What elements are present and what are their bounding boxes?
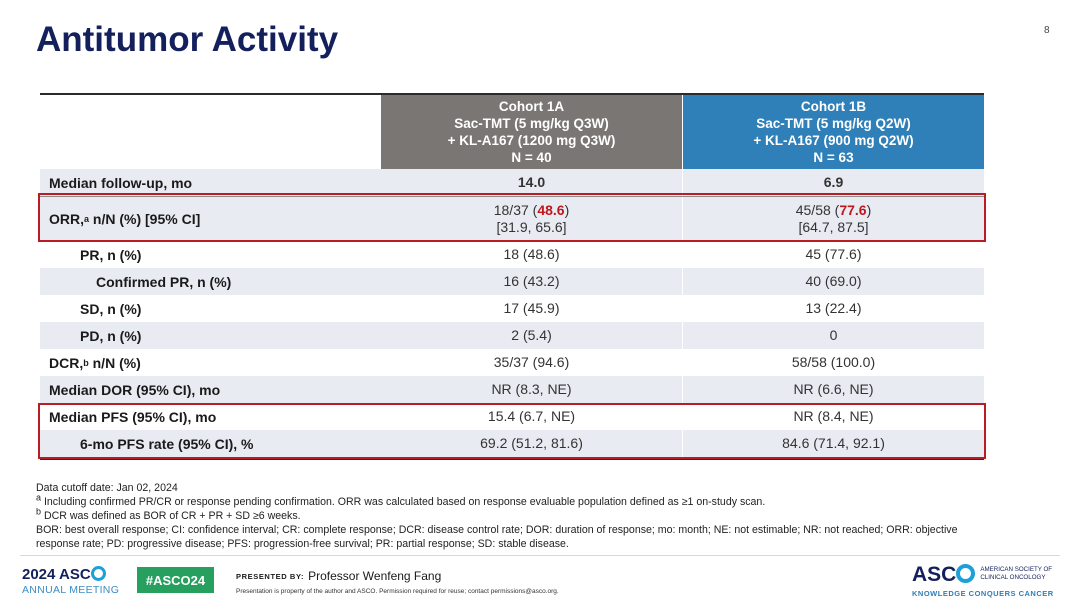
cohort-1b-value: 0	[682, 322, 984, 349]
orr-1b-percent: 77.6	[839, 202, 867, 218]
orr-1a-percent: 48.6	[537, 202, 565, 218]
cohort-1b-value: 13 (22.4)	[682, 295, 984, 322]
row-label: SD, n (%)	[80, 300, 142, 317]
table-row-pfs-6mo: 6-mo PFS rate (95% CI), % 69.2 (51.2, 81…	[40, 430, 984, 457]
pfs-highlight-box	[38, 403, 986, 459]
presenter-name: Professor Wenfeng Fang	[308, 569, 442, 583]
table-row-confirmed-pr: Confirmed PR, n (%) 16 (43.2) 40 (69.0)	[40, 268, 984, 295]
cohort-1a-value: 69.2 (51.2, 81.6)	[480, 435, 583, 451]
cohort-1b-name: Cohort 1B	[800, 99, 867, 114]
cohort-1b-value: 45/58 (77.6) [64.7, 87.5]	[682, 197, 984, 241]
cohort-1b-value: 6.9	[682, 169, 984, 196]
row-label: ORR, a n/N (%) [95% CI]	[49, 211, 201, 227]
row-label: Median DOR (95% CI), mo	[49, 381, 221, 398]
cohort-1a-value: 17 (45.9)	[503, 300, 560, 316]
cohort-1b-value: NR (8.4, NE)	[682, 403, 984, 430]
orr-1a-ci: [31.9, 65.6]	[496, 219, 567, 235]
cohort-1a-value: 15.4 (6.7, NE)	[487, 408, 576, 424]
cohort-1a-regimen-1: Sac-TMT (5 mg/kg Q3W)	[454, 116, 609, 131]
cohort-1b-regimen-2: + KL-A167 (900 mg Q2W)	[753, 133, 914, 148]
cohort-1b-n: N = 63	[813, 150, 854, 165]
table-row-pfs: Median PFS (95% CI), mo 15.4 (6.7, NE) N…	[40, 403, 984, 430]
row-label: PR, n (%)	[80, 246, 142, 263]
cohort-1b-value: 40 (69.0)	[682, 268, 984, 295]
abbreviations: BOR: best overall response; CI: confiden…	[36, 524, 958, 550]
cohort-1a-value: 14.0	[517, 174, 546, 190]
cohort-1a-value: 35/37 (94.6)	[493, 354, 570, 370]
cohort-1b-header: Cohort 1B Sac-TMT (5 mg/kg Q2W) + KL-A16…	[682, 95, 984, 169]
asco-o-icon	[90, 566, 106, 581]
tagline: KNOWLEDGE CONQUERS CANCER	[912, 589, 1054, 598]
table-row-dor: Median DOR (95% CI), mo NR (8.3, NE) NR …	[40, 376, 984, 403]
table-row-pd: PD, n (%) 2 (5.4) 0	[40, 322, 984, 349]
cohort-1a-name: Cohort 1A	[498, 99, 565, 114]
cohort-1a-value: 2 (5.4)	[511, 327, 552, 343]
results-table: Cohort 1A Sac-TMT (5 mg/kg Q3W) + KL-A16…	[40, 93, 984, 457]
data-cutoff: Data cutoff date: Jan 02, 2024	[36, 482, 178, 494]
table-bottom-rule	[40, 458, 984, 460]
presented-by: PRESENTED BY: Professor Wenfeng Fang	[236, 569, 442, 583]
hashtag-badge: #ASCO24	[137, 567, 214, 593]
cohort-1b-value: 58/58 (100.0)	[682, 349, 984, 376]
disclaimer: Presentation is property of the author a…	[236, 588, 559, 595]
cohort-1a-value: 18 (48.6)	[503, 246, 560, 262]
footnote-a: a Including confirmed PR/CR or response …	[36, 492, 766, 508]
table-row-dcr: DCR, b n/N (%) 35/37 (94.6) 58/58 (100.0)	[40, 349, 984, 376]
header-blank-cell	[40, 95, 381, 169]
cohort-1b-regimen-1: Sac-TMT (5 mg/kg Q2W)	[756, 116, 911, 131]
row-label: Median PFS (95% CI), mo	[49, 408, 217, 425]
cohort-1a-n: N = 40	[511, 150, 552, 165]
slide-title: Antitumor Activity	[36, 20, 339, 59]
asco-annual-meeting-logo: 2024 ASC ANNUAL MEETING	[22, 566, 120, 596]
cohort-1a-regimen-2: + KL-A167 (1200 mg Q3W)	[447, 133, 616, 148]
row-label: PD, n (%)	[80, 327, 142, 344]
table-row-sd: SD, n (%) 17 (45.9) 13 (22.4)	[40, 295, 984, 322]
asco-o-icon	[956, 564, 976, 583]
cohort-1b-value: 45 (77.6)	[682, 241, 984, 268]
cohort-1b-value: NR (6.6, NE)	[682, 376, 984, 403]
asco-society-logo: ASC AMERICAN SOCIETY OF CLINICAL ONCOLOGY …	[912, 563, 1054, 598]
orr-highlight-box	[38, 193, 986, 242]
footer-divider	[20, 555, 1060, 556]
page-number: 8	[1044, 25, 1050, 36]
footnotes: Data cutoff date: Jan 02, 2024 a Includi…	[36, 481, 966, 551]
row-label: Median follow-up, mo	[49, 174, 193, 191]
row-label: DCR, b n/N (%)	[49, 354, 141, 371]
cohort-1b-value: 84.6 (71.4, 92.1)	[682, 430, 984, 457]
table-row-pr: PR, n (%) 18 (48.6) 45 (77.6)	[40, 241, 984, 268]
cohort-1a-value: 16 (43.2)	[503, 273, 560, 289]
cohort-1a-value: 18/37 (48.6) [31.9, 65.6]	[493, 202, 570, 235]
footnote-b: b DCR was defined as BOR of CR + PR + SD…	[36, 506, 301, 522]
table-header-row: Cohort 1A Sac-TMT (5 mg/kg Q3W) + KL-A16…	[40, 93, 984, 169]
cohort-1a-header: Cohort 1A Sac-TMT (5 mg/kg Q3W) + KL-A16…	[381, 95, 682, 169]
row-label: 6-mo PFS rate (95% CI), %	[80, 435, 254, 452]
table-row-orr: ORR, a n/N (%) [95% CI] 18/37 (48.6) [31.…	[40, 196, 984, 241]
cohort-1a-value: NR (8.3, NE)	[491, 381, 572, 397]
row-label: Confirmed PR, n (%)	[96, 273, 232, 290]
orr-1b-ci: [64.7, 87.5]	[798, 219, 869, 235]
table-row-followup: Median follow-up, mo 14.0 6.9	[40, 169, 984, 196]
